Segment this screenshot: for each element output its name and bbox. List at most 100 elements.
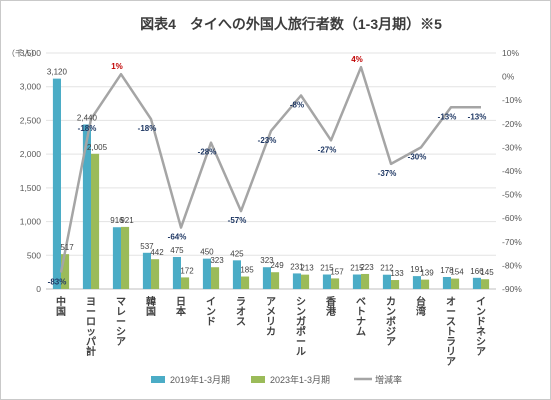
value-label-2019: 425 bbox=[230, 249, 244, 258]
left-tick-label: 2,000 bbox=[20, 149, 42, 159]
legend-2019-swatch bbox=[151, 376, 165, 383]
value-label-2019: 3,120 bbox=[47, 68, 68, 77]
bar-2023 bbox=[211, 267, 220, 289]
left-axis: 0 500 1,000 1,500 2,000 2,500 3,000 3,500 bbox=[20, 48, 42, 294]
legend-rate-label: 増減率 bbox=[375, 374, 402, 385]
value-label-2019: 231 bbox=[290, 262, 304, 271]
legend-2019-label: 2019年1-3月期 bbox=[170, 374, 230, 385]
bar-2019 bbox=[232, 260, 241, 289]
left-tick-label: 3,500 bbox=[20, 48, 42, 58]
value-label-2019: 178 bbox=[440, 266, 454, 275]
category-label: 台湾 bbox=[416, 295, 426, 318]
legend-2023-label: 2023年1-3月期 bbox=[270, 374, 330, 385]
left-tick-label: 0 bbox=[36, 284, 41, 294]
value-label-2019: 450 bbox=[200, 248, 214, 257]
rate-label: -18% bbox=[138, 124, 157, 133]
bar-2023 bbox=[181, 277, 190, 289]
chart-title: 図表4 タイへの外国人旅行者数（1-3月期）※5 bbox=[140, 16, 442, 32]
rate-polyline bbox=[59, 65, 481, 273]
rate-label: -13% bbox=[468, 112, 487, 121]
bar-2019 bbox=[292, 273, 301, 289]
left-tick-label: 1,500 bbox=[20, 183, 42, 193]
category-label: マレーシア bbox=[116, 297, 126, 348]
bar-2019 bbox=[52, 78, 61, 289]
rate-label: -37% bbox=[378, 169, 397, 178]
value-label-2019: 215 bbox=[350, 264, 364, 273]
left-tick-label: 1,000 bbox=[20, 217, 42, 227]
bar-2019 bbox=[322, 274, 331, 289]
category-label: 中国 bbox=[56, 295, 66, 318]
right-axis: -90% -80% -70% -60% -50% -40% -30% -20% -10% 0% 10… bbox=[502, 48, 522, 294]
bar-2023 bbox=[301, 274, 310, 289]
right-tick-label: -10% bbox=[502, 95, 522, 105]
value-label-2019: 537 bbox=[140, 242, 154, 251]
right-tick-label: 10% bbox=[502, 48, 519, 58]
value-label-2023: 921 bbox=[120, 216, 134, 225]
bar-2023 bbox=[241, 276, 250, 289]
value-label-2023: 154 bbox=[450, 268, 464, 277]
right-tick-label: -50% bbox=[502, 190, 522, 200]
right-tick-label: -80% bbox=[502, 260, 522, 270]
bar-2019 bbox=[82, 124, 91, 289]
value-label-2023: 2,005 bbox=[87, 143, 108, 152]
value-label-2019: 475 bbox=[170, 246, 184, 255]
rate-label: -8% bbox=[290, 100, 304, 109]
right-tick-label: -30% bbox=[502, 142, 522, 152]
value-label-2023: 185 bbox=[240, 266, 254, 275]
bar-2023 bbox=[151, 259, 160, 289]
bar-2023 bbox=[481, 279, 490, 289]
bar-2019 bbox=[352, 274, 361, 289]
bar-2019 bbox=[442, 276, 451, 289]
legend: 2019年1-3月期 2023年1-3月期 増減率 bbox=[151, 374, 402, 385]
category-label: ヨーロッパ計 bbox=[86, 296, 96, 358]
rate-label: -28% bbox=[198, 148, 217, 157]
rate-label: -57% bbox=[228, 216, 247, 225]
value-label-2023: 323 bbox=[210, 256, 224, 265]
value-label-2023: 133 bbox=[390, 269, 404, 278]
bar-2019 bbox=[142, 252, 151, 289]
rate-label: -23% bbox=[258, 136, 277, 145]
left-axis-unit: （千人） bbox=[7, 48, 39, 58]
value-label-2023: 223 bbox=[360, 263, 374, 272]
category-label: アメリカ bbox=[266, 296, 276, 338]
bar-2023 bbox=[61, 254, 70, 289]
bar-2019 bbox=[412, 276, 421, 289]
value-label-2019: 323 bbox=[260, 256, 274, 265]
bar-2019 bbox=[382, 274, 391, 289]
rate-label: 1% bbox=[111, 62, 123, 71]
rate-label: -27% bbox=[318, 145, 337, 154]
value-label-2023: 139 bbox=[420, 269, 434, 278]
value-label-2019: 916 bbox=[110, 216, 124, 225]
left-tick-label: 2,500 bbox=[20, 115, 42, 125]
bar-2023 bbox=[121, 226, 130, 289]
value-label-2023: 213 bbox=[300, 264, 314, 273]
bar-2023 bbox=[91, 153, 100, 289]
right-tick-label: -70% bbox=[502, 237, 522, 247]
category-label: オーストラリア bbox=[446, 296, 456, 368]
value-label-2019: 166 bbox=[470, 267, 484, 276]
rate-label: -18% bbox=[78, 124, 97, 133]
bar-2023 bbox=[271, 272, 280, 289]
value-label-2019: 215 bbox=[320, 264, 334, 273]
category-label: ベトナム bbox=[356, 296, 366, 338]
value-label-2023: 172 bbox=[180, 266, 194, 275]
right-tick-label: 0% bbox=[502, 72, 515, 82]
rate-label: -30% bbox=[408, 152, 427, 161]
rate-label: -13% bbox=[438, 112, 457, 121]
bar-2019 bbox=[472, 277, 481, 289]
value-label-2019: 2,440 bbox=[77, 113, 98, 122]
rate-label: -64% bbox=[168, 233, 187, 242]
rate-label: 4% bbox=[351, 55, 363, 64]
bar-2023 bbox=[331, 278, 340, 289]
left-tick-label: 3,000 bbox=[20, 82, 42, 92]
category-label: カンボジア bbox=[386, 296, 396, 348]
category-label: 韓国 bbox=[146, 295, 156, 318]
category-label: インドネシア bbox=[476, 296, 486, 358]
value-label-2023: 249 bbox=[270, 261, 284, 270]
right-tick-label: -20% bbox=[502, 119, 522, 129]
value-label-2019: 191 bbox=[410, 265, 424, 274]
bar-2019 bbox=[172, 256, 181, 289]
